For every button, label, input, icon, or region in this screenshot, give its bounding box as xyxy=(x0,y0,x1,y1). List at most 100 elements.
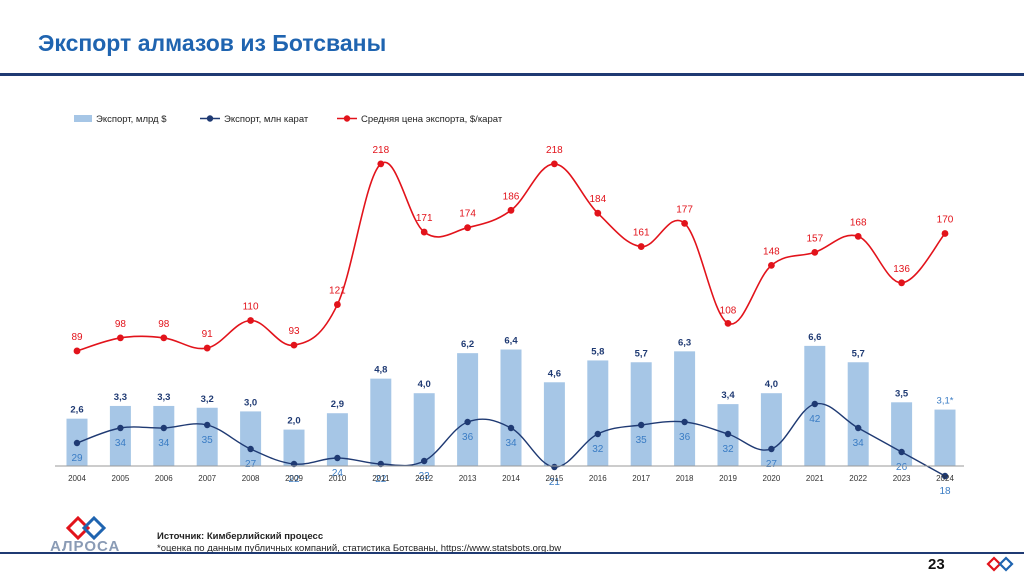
price-label-2021: 157 xyxy=(806,233,823,244)
carat-point-2010 xyxy=(334,454,341,462)
price-point-2019 xyxy=(724,320,732,327)
carat-label-2004: 29 xyxy=(71,453,83,464)
carat-point-2020 xyxy=(768,445,775,453)
price-label-2013: 174 xyxy=(459,209,476,220)
carat-label-2023: 26 xyxy=(896,462,908,473)
price-label-2017: 161 xyxy=(633,228,650,239)
x-axis: 2004 2005 2006 2007 2008 2009 2010 2011 2012 2013… xyxy=(55,465,964,483)
page-number: 23 xyxy=(928,556,945,573)
bar-2005 xyxy=(109,405,131,466)
price-label-2020: 148 xyxy=(763,246,780,257)
price-point-2013 xyxy=(464,224,471,232)
x-tick-label-2024: 2024 xyxy=(936,474,954,483)
bar-2022 xyxy=(847,362,869,466)
price-point-2009 xyxy=(290,341,298,349)
bar-2007 xyxy=(196,407,218,466)
price-label-2011: 218 xyxy=(372,145,389,156)
x-tick-label-2008: 2008 xyxy=(242,474,260,483)
bar-2020 xyxy=(760,393,782,466)
price-point-2007 xyxy=(203,344,211,352)
alrosa-emblem-icon xyxy=(65,515,107,541)
bar-label-2017: 5,7 xyxy=(635,348,648,359)
x-tick-label-2007: 2007 xyxy=(198,474,216,483)
carat-label-2018: 36 xyxy=(679,432,691,443)
carat-label-2016: 32 xyxy=(592,444,604,455)
diamond-export-chart: Экспорт, млрд $ Экспорт, млн карат Средняя… xyxy=(55,114,964,497)
bar-label-2018: 6,3 xyxy=(678,337,691,348)
bar-2006 xyxy=(153,405,175,466)
price-point-2008 xyxy=(247,317,255,324)
carat-label-2007: 35 xyxy=(202,435,214,446)
carat-label-2010: 24 xyxy=(332,468,344,479)
x-tick-label-2014: 2014 xyxy=(502,474,520,483)
bar-label-2012: 4,0 xyxy=(418,379,431,390)
x-tick-label-2013: 2013 xyxy=(459,474,477,483)
carat-label-2012: 23 xyxy=(419,471,431,482)
price-label-2008: 110 xyxy=(243,302,259,313)
x-tick-label-2017: 2017 xyxy=(632,474,650,483)
price-point-2016 xyxy=(594,209,602,217)
x-tick-label-2020: 2020 xyxy=(763,474,781,483)
legend-bar-swatch xyxy=(74,115,92,122)
bar-label-2024: 3,1* xyxy=(937,396,954,407)
carat-point-2016 xyxy=(594,430,601,438)
legend-price-marker xyxy=(343,115,351,122)
price-point-2017 xyxy=(637,243,645,250)
carat-point-2014 xyxy=(507,424,515,432)
x-tick-label-2005: 2005 xyxy=(112,474,130,483)
bar-2015 xyxy=(543,382,565,466)
x-tick-label-2010: 2010 xyxy=(329,474,347,483)
bar-2014 xyxy=(500,349,522,466)
price-label-2023: 136 xyxy=(893,264,910,275)
bar-label-2015: 4,6 xyxy=(548,368,561,379)
carat-point-2012 xyxy=(421,457,428,465)
x-tick-label-2023: 2023 xyxy=(893,474,911,483)
carat-label-2005: 34 xyxy=(115,438,127,449)
carat-point-2006 xyxy=(160,424,167,432)
carat-point-2015 xyxy=(551,463,558,471)
legend-price-label: Средняя цена экспорта, $/карат xyxy=(361,114,503,125)
price-label-2004: 89 xyxy=(71,332,83,343)
legend-bar-label: Экспорт, млрд $ xyxy=(96,114,167,125)
logo-text: АЛРОСА xyxy=(50,538,120,554)
bar-label-2004: 2,6 xyxy=(70,405,83,416)
carat-label-2015: 21 xyxy=(549,477,561,488)
carat-point-2019 xyxy=(724,430,732,438)
bar-label-2009: 2,0 xyxy=(287,416,300,427)
price-label-2009: 93 xyxy=(288,326,300,337)
price-point-2012 xyxy=(420,228,428,236)
bar-label-2023: 3,5 xyxy=(895,388,909,399)
price-label-2014: 186 xyxy=(503,191,520,202)
carat-point-2018 xyxy=(681,418,688,426)
price-point-2021 xyxy=(811,248,819,256)
price-label-2012: 171 xyxy=(416,213,433,224)
x-tick-label-2015: 2015 xyxy=(546,474,564,483)
price-label-2007: 91 xyxy=(202,329,214,340)
bar-2023 xyxy=(891,402,913,466)
bar-2018 xyxy=(674,351,696,466)
price-label-2015: 218 xyxy=(546,145,563,156)
carat-point-2005 xyxy=(117,424,124,432)
x-tick-label-2021: 2021 xyxy=(806,474,824,483)
price-label-2018: 177 xyxy=(676,204,693,215)
bar-2013 xyxy=(457,353,479,466)
price-point-2010 xyxy=(334,301,341,308)
carat-label-2014: 34 xyxy=(505,438,517,449)
price-point-2024 xyxy=(941,230,949,237)
bar-label-2007: 3,2 xyxy=(201,394,214,405)
bar-label-2006: 3,3 xyxy=(157,392,170,403)
carat-label-2008: 27 xyxy=(245,459,257,470)
carat-point-2004 xyxy=(73,439,81,447)
footnote-line: *оценка по данным публичных компаний, ст… xyxy=(157,543,562,554)
bar-label-2011: 4,8 xyxy=(374,365,387,376)
bar-label-2008: 3,0 xyxy=(244,397,257,408)
bar-2017 xyxy=(630,362,652,466)
bar-2024 xyxy=(934,409,956,466)
carat-point-2017 xyxy=(638,421,645,429)
legend-carat-marker xyxy=(206,115,214,122)
carat-point-2024 xyxy=(941,472,949,480)
carat-label-2013: 36 xyxy=(462,432,474,443)
bar-label-2010: 2,9 xyxy=(331,399,344,410)
price-point-2006 xyxy=(160,334,168,342)
carat-label-2022: 34 xyxy=(853,438,865,449)
